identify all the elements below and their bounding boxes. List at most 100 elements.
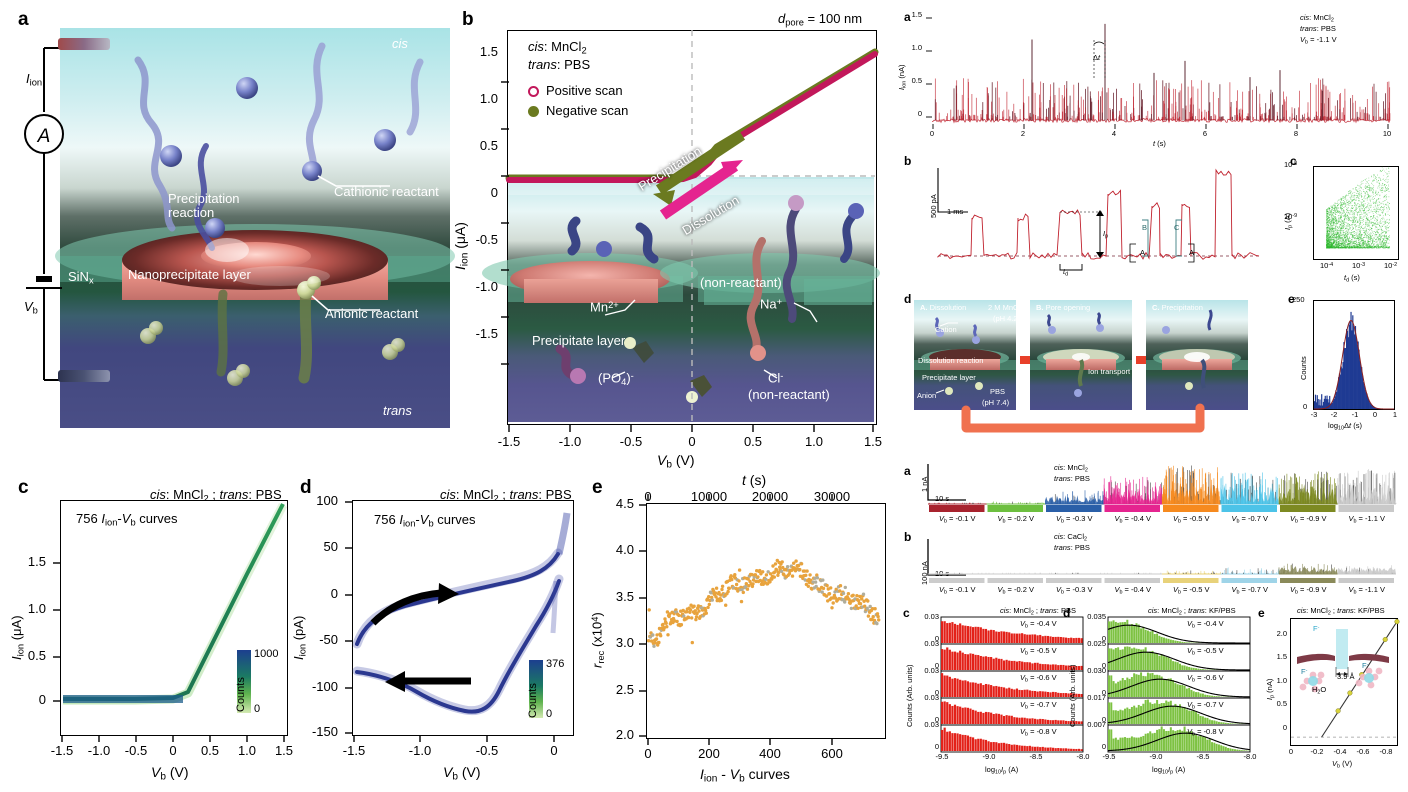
right-top-d-ion-transport: Ion transport [1088,367,1131,376]
panel-e-top-xtick-30000: 30000 [813,489,851,504]
segment-label: Vb = -0.1 V [938,585,976,596]
panel-b-xtick-0.5: 0.5 [743,434,763,449]
right-top-c-axes [1313,166,1399,260]
panel-d-annotation: 756 Iion-Vb curves [374,512,476,529]
right-bottom-e-axes [1290,618,1400,746]
panel-b-legend-negative: Negative scan [528,103,628,119]
panel-c-xtick-0: 0 [169,743,177,758]
right-bottom-e-header: cis: MnCl2 ; trans: KF/PBS [1297,606,1385,617]
panel-c-annotation: 756 Iion-Vb curves [76,511,178,528]
right-top-e-xtick--1: -1 [1351,410,1359,419]
right-top-b-scale-y: 500 pA [929,194,938,218]
subplot-ymin-label: 0 [1101,661,1106,670]
panel-e-xtick-400: 400 [759,746,781,761]
panel-d-yaxis-ticks [340,500,354,740]
right-top-e-ytick-250: 250 [1292,295,1305,304]
panel-c-ytick-1.5: 1.5 [27,554,46,569]
right-top-a-trans: trans: PBS [1300,24,1336,33]
right-top-e-xtick--2: -2 [1330,410,1338,419]
subplot-ymin-label: 0 [934,715,939,724]
panel-d-xtick--1.5: -1.5 [342,743,366,758]
subplot-ymax-label: 0.017 [1087,693,1106,702]
panel-d-ytick--100: -100 [311,679,338,694]
right-top-a-xaxis [932,124,1392,132]
right-top-a-ytick-0.5: 0.5 [911,76,922,85]
subplot-vb-label: Vb = -0.7 V [1187,700,1224,711]
panel-e-xtick-600: 600 [821,746,843,761]
panel-a-precipitation-reaction-label: Precipitation reaction [168,191,240,221]
segment-label: Vb = -0.4 V [1114,514,1152,525]
right-top-d-bottom-ph: (pH 7.4) [982,398,1010,407]
right-bottom-d-xtick--8.0: -8.0 [1243,752,1257,761]
subplot-vb-label: Vb = -0.8 V [1020,727,1057,738]
subplot-ymin-label: 0 [1101,634,1106,643]
panel-d-xaxis-ticks [352,736,578,746]
panel-b-ytick--1.5: -1.5 [475,326,498,341]
panel-c-xaxis-ticks [60,736,290,746]
panel-e-ytick-2.0: 2.0 [615,727,634,742]
panel-b-header: dpore = 100 nm [778,11,863,28]
right-bottom-e-ytick-1.5: 1.5 [1276,652,1287,661]
segment-label: Vb = -0.2 V [997,514,1035,525]
panel-d-ytick--50: -50 [319,632,338,647]
right-bottom-c-xtick--9.0: -9.0 [982,752,996,761]
right-top-b-marker-c: C [1174,223,1180,232]
panel-b-mn-label: Mn2+ [590,299,619,315]
subplot-vb-label: Vb = -0.8 V [1187,727,1224,738]
subplot-ymin-label: 0 [1101,742,1106,751]
panel-b-xtick--0.5: -0.5 [619,434,643,449]
right-bottom-e-xlabel: Vb (V) [1332,759,1353,770]
panel-e-ylabel: rrec (x104) [589,612,607,668]
right-top-e-xtick-0: 0 [1372,410,1378,419]
panel-a-label: a [18,9,29,30]
panel-c-colorbar-min: 0 [254,703,261,715]
panel-d-ytick-100: 100 [316,493,338,508]
right-top-c-ylabel: Ip (A) [1283,212,1294,230]
subplot-ymin-label: 0 [934,742,939,751]
segment-label: Vb = -0.3 V [1055,514,1093,525]
right-bottom-d-xlabel: log10Ip (A) [1152,765,1186,776]
panel-a-iion-label: Iion [26,71,43,88]
right-top-c-ytick-1e-9: 10-9 [1284,212,1298,222]
right-bottom-c-ylabel: Counts (Arb. units) [905,664,914,727]
right-top-a-vb: Vb = -1.1 V [1300,35,1337,46]
panel-b-xaxis [507,425,877,437]
segment-label: Vb = -0.5 V [1172,514,1210,525]
right-bottom-e-ytick-1.0: 1.0 [1276,676,1287,685]
panel-c-xtick-1.0: 1.0 [237,743,257,758]
right-top-a-yaxis [923,14,933,126]
subplot-ymax-label: 0.03 [924,666,939,675]
right-top-d-top-solution: 2 M MnCl2 [988,303,1024,314]
panel-c-ylabel: Iion (μA) [9,615,26,660]
panel-a-cathionic-reactant-label: Cathionic reactant [334,184,439,199]
panel-b-ytick--1.0: -1.0 [475,279,498,294]
panel-a-vb-label: Vb [24,299,38,316]
panel-b-label: b [462,9,474,30]
segment-label: Vb = -0.3 V [1055,585,1093,596]
panel-b-yaxis [460,30,510,430]
right-top-e-xtick--3: -3 [1310,410,1318,419]
right-top-panel-a-label: a [904,10,911,24]
subplot-ymax-label: 0.007 [1087,720,1106,729]
panel-a-nanoprecipitate-label: Nanoprecipitate layer [128,267,251,282]
panel-c-ytick-0.5: 0.5 [27,648,46,663]
panel-a-top-electrode [58,38,110,50]
right-bottom-panel-d-label: d [1063,606,1071,620]
panel-b-ytick-1.5: 1.5 [479,44,498,59]
panel-c-xtick-0.5: 0.5 [200,743,220,758]
subplot-ymax-label: 0.035 [1087,612,1106,621]
right-top-a-xtick-6: 6 [1202,129,1208,138]
right-bottom-b-segment-labels: Vb = -0.1 V Vb = -0.2 V Vb = -0.3 V Vb = -0… [928,585,1396,598]
right-bottom-panel-b-label: b [904,530,912,544]
right-bottom-e-f-right-label: F- [1362,661,1369,671]
subplot-ymax-label: 0.025 [1087,639,1106,648]
segment-label: Vb = -0.9 V [1289,514,1327,525]
panel-e-top-xtick-20000: 20000 [751,489,789,504]
panel-b-xtick-0: 0 [688,434,696,449]
panel-b-ytick--0.5: -0.5 [475,232,498,247]
panel-c-yaxis-ticks [48,500,62,740]
right-top-a-xlabel: t (s) [1153,139,1166,148]
right-bottom-e-h2o-label: H2O [1312,685,1327,696]
right-top-panel-d-label: d [904,292,912,306]
panel-c-xtick--0.5: -0.5 [124,743,148,758]
